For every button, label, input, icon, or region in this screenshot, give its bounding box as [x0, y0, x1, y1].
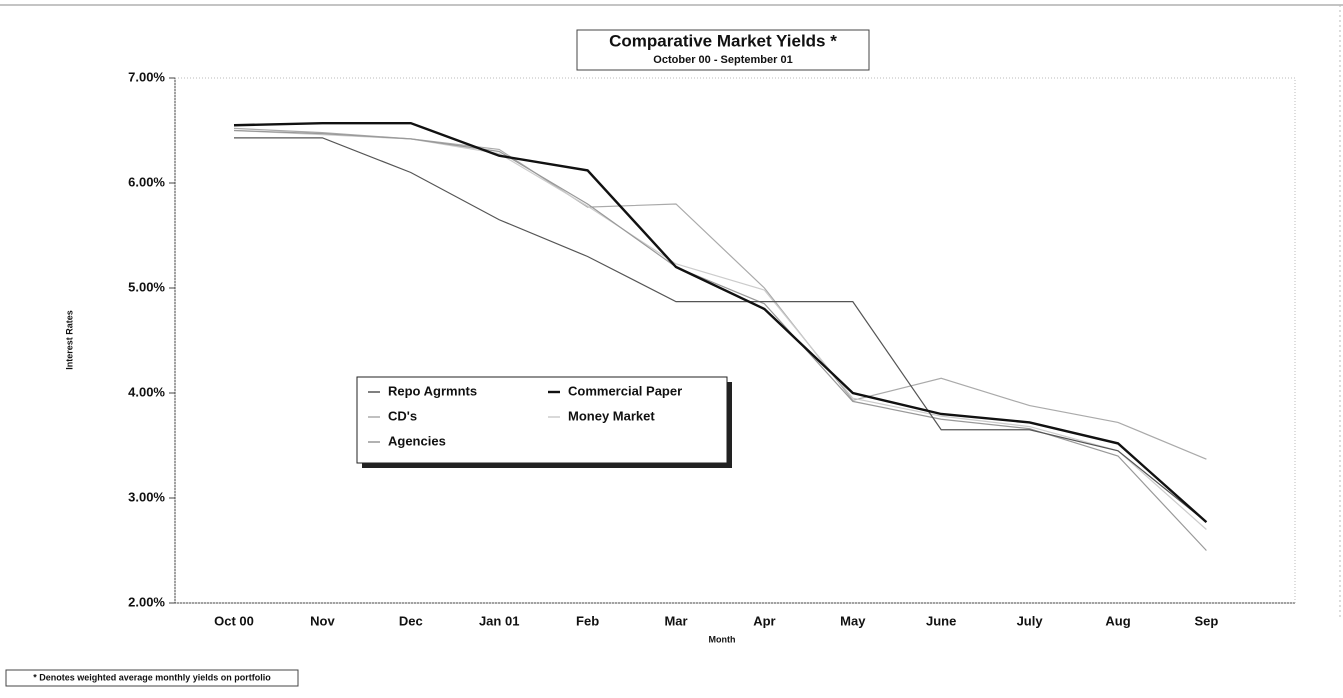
x-tick-label: July: [1017, 613, 1044, 628]
legend-label: Agencies: [388, 433, 446, 448]
y-tick-label: 4.00%: [128, 384, 165, 399]
x-tick-label: Mar: [664, 613, 687, 628]
x-tick-label: Nov: [310, 613, 335, 628]
x-tick-label: Oct 00: [214, 613, 254, 628]
plot-border: [174, 77, 1296, 604]
x-tick-label: June: [926, 613, 956, 628]
chart-subtitle: October 00 - September 01: [653, 54, 792, 66]
series-line: [233, 129, 1207, 551]
footnote-box: [5, 669, 299, 687]
x-axis-label: Month: [709, 634, 736, 644]
x-tick-label: Aug: [1105, 613, 1130, 628]
chart-title: Comparative Market Yields *: [609, 31, 837, 50]
legend-label: Money Market: [568, 408, 655, 423]
y-tick-label: 7.00%: [128, 69, 165, 84]
title-box: [576, 29, 870, 71]
legend-label: Repo Agrmnts: [388, 383, 477, 398]
x-tick-label: Dec: [399, 613, 423, 628]
x-tick-label: Apr: [753, 613, 775, 628]
legend-label: CD's: [388, 408, 417, 423]
y-tick-label: 3.00%: [128, 489, 165, 504]
x-tick-label: May: [840, 613, 866, 628]
y-tick-label: 2.00%: [128, 594, 165, 609]
y-axis-label: Interest Rates: [64, 310, 74, 370]
x-tick-label: Feb: [576, 613, 599, 628]
legend-box: [356, 376, 728, 464]
legend-label: Commercial Paper: [568, 383, 682, 398]
series-line: [233, 129, 1207, 530]
footnote: * Denotes weighted average monthly yield…: [33, 672, 271, 682]
y-tick-label: 5.00%: [128, 279, 165, 294]
series-line: [233, 121, 1208, 524]
series-line: [234, 137, 1207, 523]
y-tick-label: 6.00%: [128, 174, 165, 189]
x-tick-label: Jan 01: [479, 613, 519, 628]
x-tick-label: Sep: [1194, 613, 1218, 628]
